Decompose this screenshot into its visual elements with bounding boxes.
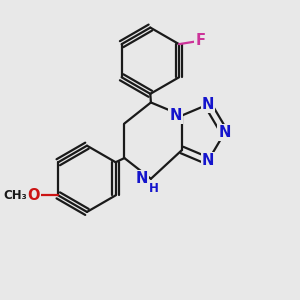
Text: F: F [196,33,206,48]
Text: O: O [28,188,40,203]
Text: CH₃: CH₃ [3,189,27,202]
Text: N: N [202,97,214,112]
Text: N: N [136,171,148,186]
Text: H: H [149,182,159,195]
Text: N: N [218,125,231,140]
Text: N: N [169,108,182,123]
Text: N: N [202,153,214,168]
